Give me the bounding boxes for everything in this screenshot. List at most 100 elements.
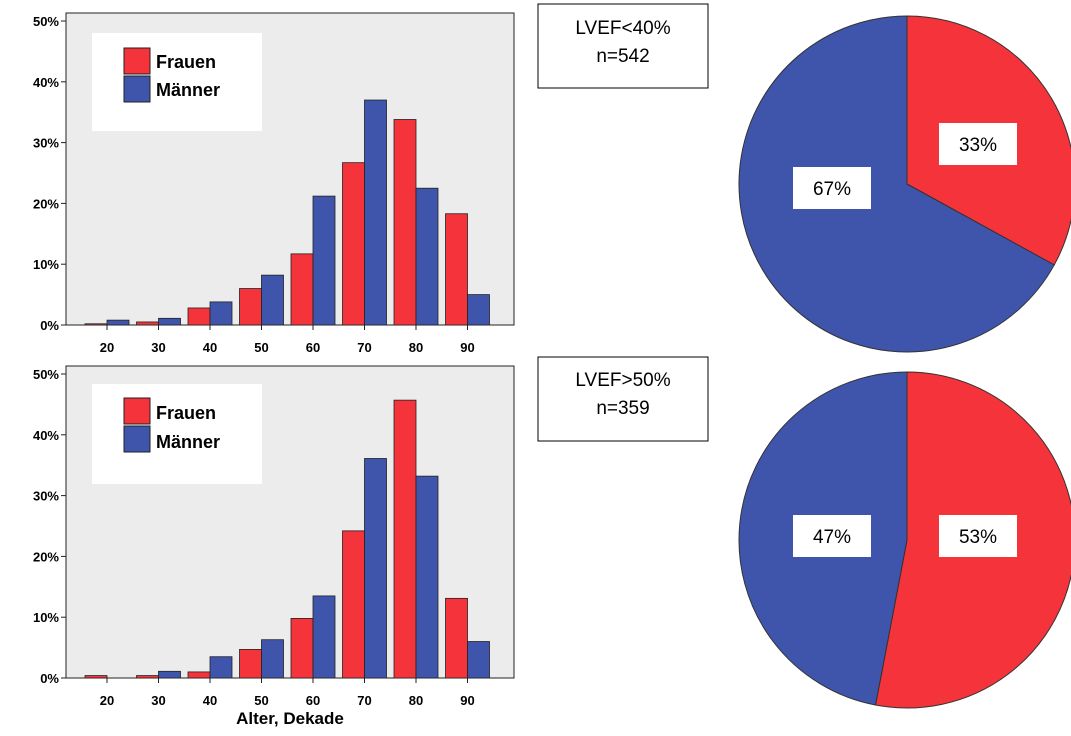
y-tick-label: 30% bbox=[33, 136, 59, 151]
info-box-frame bbox=[537, 356, 709, 442]
x-tick-label: 80 bbox=[409, 693, 423, 708]
x-tick-label: 60 bbox=[306, 340, 320, 355]
bar-maenner-30 bbox=[158, 670, 181, 679]
bar-frauen-90 bbox=[445, 213, 468, 326]
x-axis: 20 30 40 50 60 70 80 90 bbox=[100, 678, 475, 708]
bar-maenner-60 bbox=[312, 595, 336, 679]
info-box-title: LVEF<40% bbox=[575, 18, 670, 39]
info-box-top: LVEF<40% n=542 bbox=[537, 3, 709, 89]
bar-frauen-30 bbox=[136, 321, 159, 326]
bar-chart-bottom: 0% 10% 20% 30% 40% 50% 20 30 40 50 60 70 80 90 Fraue… bbox=[33, 365, 515, 728]
info-box-count: n=542 bbox=[596, 46, 649, 67]
pie-chart-bottom: 53% 47% bbox=[738, 371, 1071, 709]
bar-maenner-80 bbox=[415, 187, 439, 326]
pie-slice-maenner bbox=[738, 15, 1055, 353]
legend-label-maenner: Männer bbox=[156, 432, 220, 452]
pie-slice-label: 53% bbox=[959, 527, 997, 548]
info-box-bottom: LVEF>50% n=359 bbox=[537, 356, 709, 442]
y-tick-label: 40% bbox=[33, 75, 59, 90]
x-tick-label: 70 bbox=[357, 693, 371, 708]
x-tick-label: 20 bbox=[100, 693, 114, 708]
bar-maenner-80 bbox=[415, 475, 439, 679]
bar-frauen-20 bbox=[84, 675, 108, 679]
y-tick-label: 50% bbox=[33, 367, 59, 382]
y-tick-label: 50% bbox=[33, 14, 59, 29]
bar-maenner-40 bbox=[209, 301, 233, 326]
y-tick-label: 10% bbox=[33, 257, 59, 272]
y-tick-label: 20% bbox=[33, 196, 59, 211]
legend-swatch-frauen bbox=[123, 397, 151, 425]
bar-maenner-60 bbox=[312, 195, 336, 326]
legend-label-maenner: Männer bbox=[156, 80, 220, 100]
y-tick-label: 40% bbox=[33, 428, 59, 443]
bar-frauen-90 bbox=[445, 597, 468, 679]
pie-label-box bbox=[939, 515, 1017, 557]
pie-slice-label: 33% bbox=[959, 135, 997, 156]
x-tick-label: 60 bbox=[306, 693, 320, 708]
legend: Frauen Männer bbox=[92, 384, 262, 484]
pie-chart-top: 33% 67% bbox=[738, 15, 1071, 353]
bar-frauen-70 bbox=[342, 162, 365, 326]
bar-maenner-50 bbox=[261, 274, 284, 326]
x-axis-label: Alter, Dekade bbox=[236, 709, 344, 728]
bar-frauen-60 bbox=[290, 253, 314, 326]
x-tick-label: 90 bbox=[460, 693, 474, 708]
x-tick-label: 40 bbox=[203, 340, 217, 355]
pie-slice-label: 47% bbox=[813, 527, 851, 548]
bar-chart-top: 0% 10% 20% 30% 40% 50% 20 30 40 50 60 70 80 90 Fraue… bbox=[33, 12, 515, 355]
legend-label-frauen: Frauen bbox=[156, 403, 216, 423]
x-tick-label: 30 bbox=[151, 340, 165, 355]
bar-maenner-20 bbox=[106, 319, 130, 326]
y-tick-label: 0% bbox=[40, 318, 59, 333]
pie-slice-label: 67% bbox=[813, 179, 851, 200]
bar-frauen-70 bbox=[342, 530, 365, 679]
bar-maenner-90 bbox=[467, 294, 490, 326]
bar-frauen-30 bbox=[136, 675, 159, 679]
legend-swatch-frauen bbox=[123, 47, 151, 75]
x-tick-label: 30 bbox=[151, 693, 165, 708]
x-tick-label: 40 bbox=[203, 693, 217, 708]
info-box-count: n=359 bbox=[596, 398, 649, 419]
legend-box bbox=[92, 384, 262, 484]
legend-swatch-maenner bbox=[123, 425, 151, 453]
bars-group bbox=[84, 399, 490, 679]
x-tick-label: 20 bbox=[100, 340, 114, 355]
bar-maenner-70 bbox=[364, 458, 387, 679]
x-tick-label: 50 bbox=[254, 693, 268, 708]
y-tick-label: 0% bbox=[40, 671, 59, 686]
bar-maenner-90 bbox=[467, 641, 490, 679]
y-tick-label: 20% bbox=[33, 549, 59, 564]
y-axis: 0% 10% 20% 30% 40% 50% bbox=[33, 367, 66, 686]
bar-frauen-40 bbox=[187, 307, 211, 326]
bar-maenner-40 bbox=[209, 656, 233, 679]
bar-maenner-30 bbox=[158, 317, 181, 326]
x-tick-label: 90 bbox=[460, 340, 474, 355]
bar-frauen-60 bbox=[290, 618, 314, 679]
legend-box bbox=[92, 33, 262, 131]
x-tick-label: 50 bbox=[254, 340, 268, 355]
bar-frauen-20 bbox=[84, 323, 108, 326]
pie-label-box bbox=[793, 167, 871, 209]
pie-label-box bbox=[939, 123, 1017, 165]
info-box-title: LVEF>50% bbox=[575, 370, 670, 391]
bar-maenner-50 bbox=[261, 639, 284, 679]
bar-frauen-50 bbox=[239, 288, 262, 326]
y-tick-label: 30% bbox=[33, 489, 59, 504]
bar-maenner-70 bbox=[364, 99, 387, 326]
legend-label-frauen: Frauen bbox=[156, 52, 216, 72]
info-box-frame bbox=[537, 3, 709, 89]
y-axis: 0% 10% 20% 30% 40% 50% bbox=[33, 14, 66, 333]
y-tick-label: 10% bbox=[33, 610, 59, 625]
bar-frauen-80 bbox=[393, 119, 417, 326]
legend-swatch-maenner bbox=[123, 75, 151, 103]
bar-frauen-80 bbox=[393, 399, 417, 679]
bars-group bbox=[84, 99, 490, 326]
bar-frauen-50 bbox=[239, 649, 262, 679]
bar-frauen-40 bbox=[187, 671, 211, 679]
pie-label-box bbox=[793, 515, 871, 557]
x-axis: 20 30 40 50 60 70 80 90 bbox=[100, 325, 475, 355]
x-tick-label: 80 bbox=[409, 340, 423, 355]
x-tick-label: 70 bbox=[357, 340, 371, 355]
legend: Frauen Männer bbox=[92, 33, 262, 131]
